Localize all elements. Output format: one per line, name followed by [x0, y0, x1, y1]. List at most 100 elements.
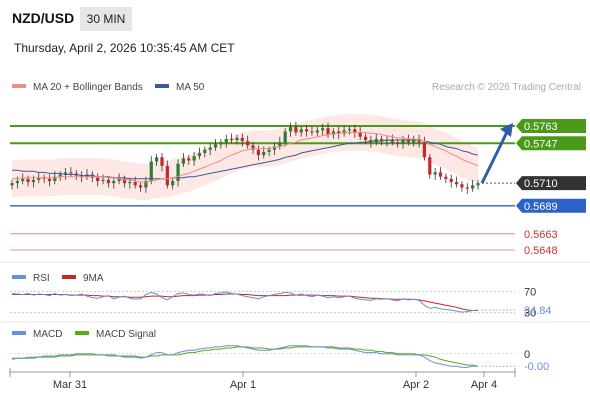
- candle-body: [460, 184, 464, 188]
- legend-label: MACD: [33, 329, 62, 340]
- candle-body: [80, 175, 84, 177]
- candle-body: [406, 140, 410, 143]
- candle-body: [283, 131, 287, 143]
- candle-body: [176, 163, 180, 181]
- timeframe-button[interactable]: 30 MIN: [80, 7, 132, 31]
- candle-body: [90, 174, 94, 178]
- candle-body: [101, 179, 105, 181]
- level-label: 0.5648: [524, 245, 558, 257]
- candle-body: [476, 183, 480, 186]
- macd-line: [11, 345, 478, 368]
- candle-body: [155, 157, 159, 162]
- x-tick-label: Apr 1: [230, 379, 256, 391]
- candle-body: [471, 185, 475, 189]
- price-panel: MA 20 + Bollinger Bands MA 50 Research © …: [10, 82, 586, 257]
- candle-body: [256, 149, 260, 156]
- candle-body: [203, 149, 207, 153]
- level-tag: [516, 136, 586, 151]
- legend-swatch: [155, 84, 169, 88]
- candle-body: [224, 138, 228, 143]
- projection-arrow: [480, 123, 513, 184]
- legend-label: MA 50: [176, 82, 205, 93]
- rsi-line: [11, 291, 479, 313]
- candle-body: [337, 131, 341, 134]
- candle-body: [181, 158, 186, 164]
- candle-body: [31, 179, 36, 183]
- candle-body: [133, 182, 137, 186]
- legend-label: RSI: [33, 273, 50, 284]
- candle-body: [358, 132, 362, 137]
- macd-zero-label: 0: [524, 349, 530, 361]
- level-tag: [516, 176, 586, 191]
- candle-body: [117, 178, 121, 181]
- candle-body: [63, 172, 68, 175]
- candle-body: [299, 129, 303, 133]
- research-credit: Research © 2026 Trading Central: [432, 82, 581, 93]
- ma50-line: [12, 139, 479, 180]
- candle-body: [165, 165, 169, 186]
- projection-arrow-head: [500, 123, 513, 137]
- level-tag-label: 0.5710: [524, 178, 558, 190]
- candle-body: [310, 131, 314, 133]
- candle-body: [171, 180, 175, 186]
- candle-body: [449, 178, 453, 183]
- candle-body: [251, 145, 255, 150]
- main-legend: MA 20 + Bollinger Bands MA 50: [12, 82, 205, 93]
- candle-body: [149, 161, 153, 181]
- candle-body: [288, 127, 293, 132]
- chart-header: NZD/USD 30 MIN Thursday, April 2, 2026 1…: [0, 0, 590, 70]
- macd-last-value: -0.00: [524, 361, 549, 373]
- candle-body: [219, 142, 223, 145]
- candle-body: [144, 180, 148, 188]
- legend-label: MACD Signal: [96, 329, 156, 340]
- level-labels: 0.5763 0.5747 0.5710 0.5689 0.5663 0.5648: [516, 119, 586, 257]
- candle-body: [187, 158, 191, 161]
- legend-swatch: [12, 275, 26, 279]
- legend-swatch: [62, 275, 76, 279]
- candle-body: [294, 127, 298, 133]
- candle-body: [342, 130, 346, 134]
- macd-signal-line: [12, 346, 479, 367]
- legend-label: MA 20 + Bollinger Bands: [33, 82, 143, 93]
- candle-body: [379, 138, 384, 142]
- rsi-reference-label: 30: [524, 308, 536, 320]
- candle-body: [122, 178, 127, 184]
- candle-body: [197, 152, 202, 157]
- candle-body: [438, 172, 443, 177]
- candle-body: [15, 180, 19, 184]
- candle-body: [465, 187, 469, 189]
- candle-body: [69, 172, 73, 174]
- macd-panel: MACD MACD Signal 0-0.00: [10, 329, 549, 373]
- candle-body: [58, 174, 62, 177]
- x-tick-label: Mar 31: [53, 379, 87, 391]
- candle-body: [401, 140, 405, 144]
- candle-body: [422, 142, 427, 158]
- projection-arrow-shaft: [480, 131, 509, 184]
- candle-body: [213, 144, 218, 148]
- legend-swatch: [12, 331, 26, 335]
- ma20-line: [12, 132, 479, 183]
- candle-body: [315, 130, 319, 133]
- candle-body: [428, 157, 432, 175]
- candle-body: [106, 179, 111, 184]
- candle-body: [26, 178, 30, 183]
- level-tag-label: 0.5689: [524, 201, 558, 213]
- x-tick-label: Apr 4: [471, 379, 497, 391]
- candle-body: [208, 147, 212, 150]
- candle-body: [53, 176, 57, 181]
- legend-swatch: [12, 84, 26, 88]
- candle-body: [454, 182, 459, 185]
- candle-body: [353, 129, 357, 133]
- candle-body: [230, 138, 234, 141]
- candle-body: [326, 128, 330, 135]
- candle-body: [363, 136, 368, 141]
- candle-body: [128, 182, 132, 184]
- level-tag-label: 0.5763: [524, 121, 558, 133]
- candle-body: [304, 129, 309, 132]
- candle-body: [138, 185, 143, 188]
- timestamp: Thursday, April 2, 2026 10:35:45 AM CET: [14, 41, 235, 55]
- candle-body: [192, 156, 196, 161]
- level-tag-label: 0.5747: [524, 138, 558, 150]
- level-tag: [516, 198, 586, 213]
